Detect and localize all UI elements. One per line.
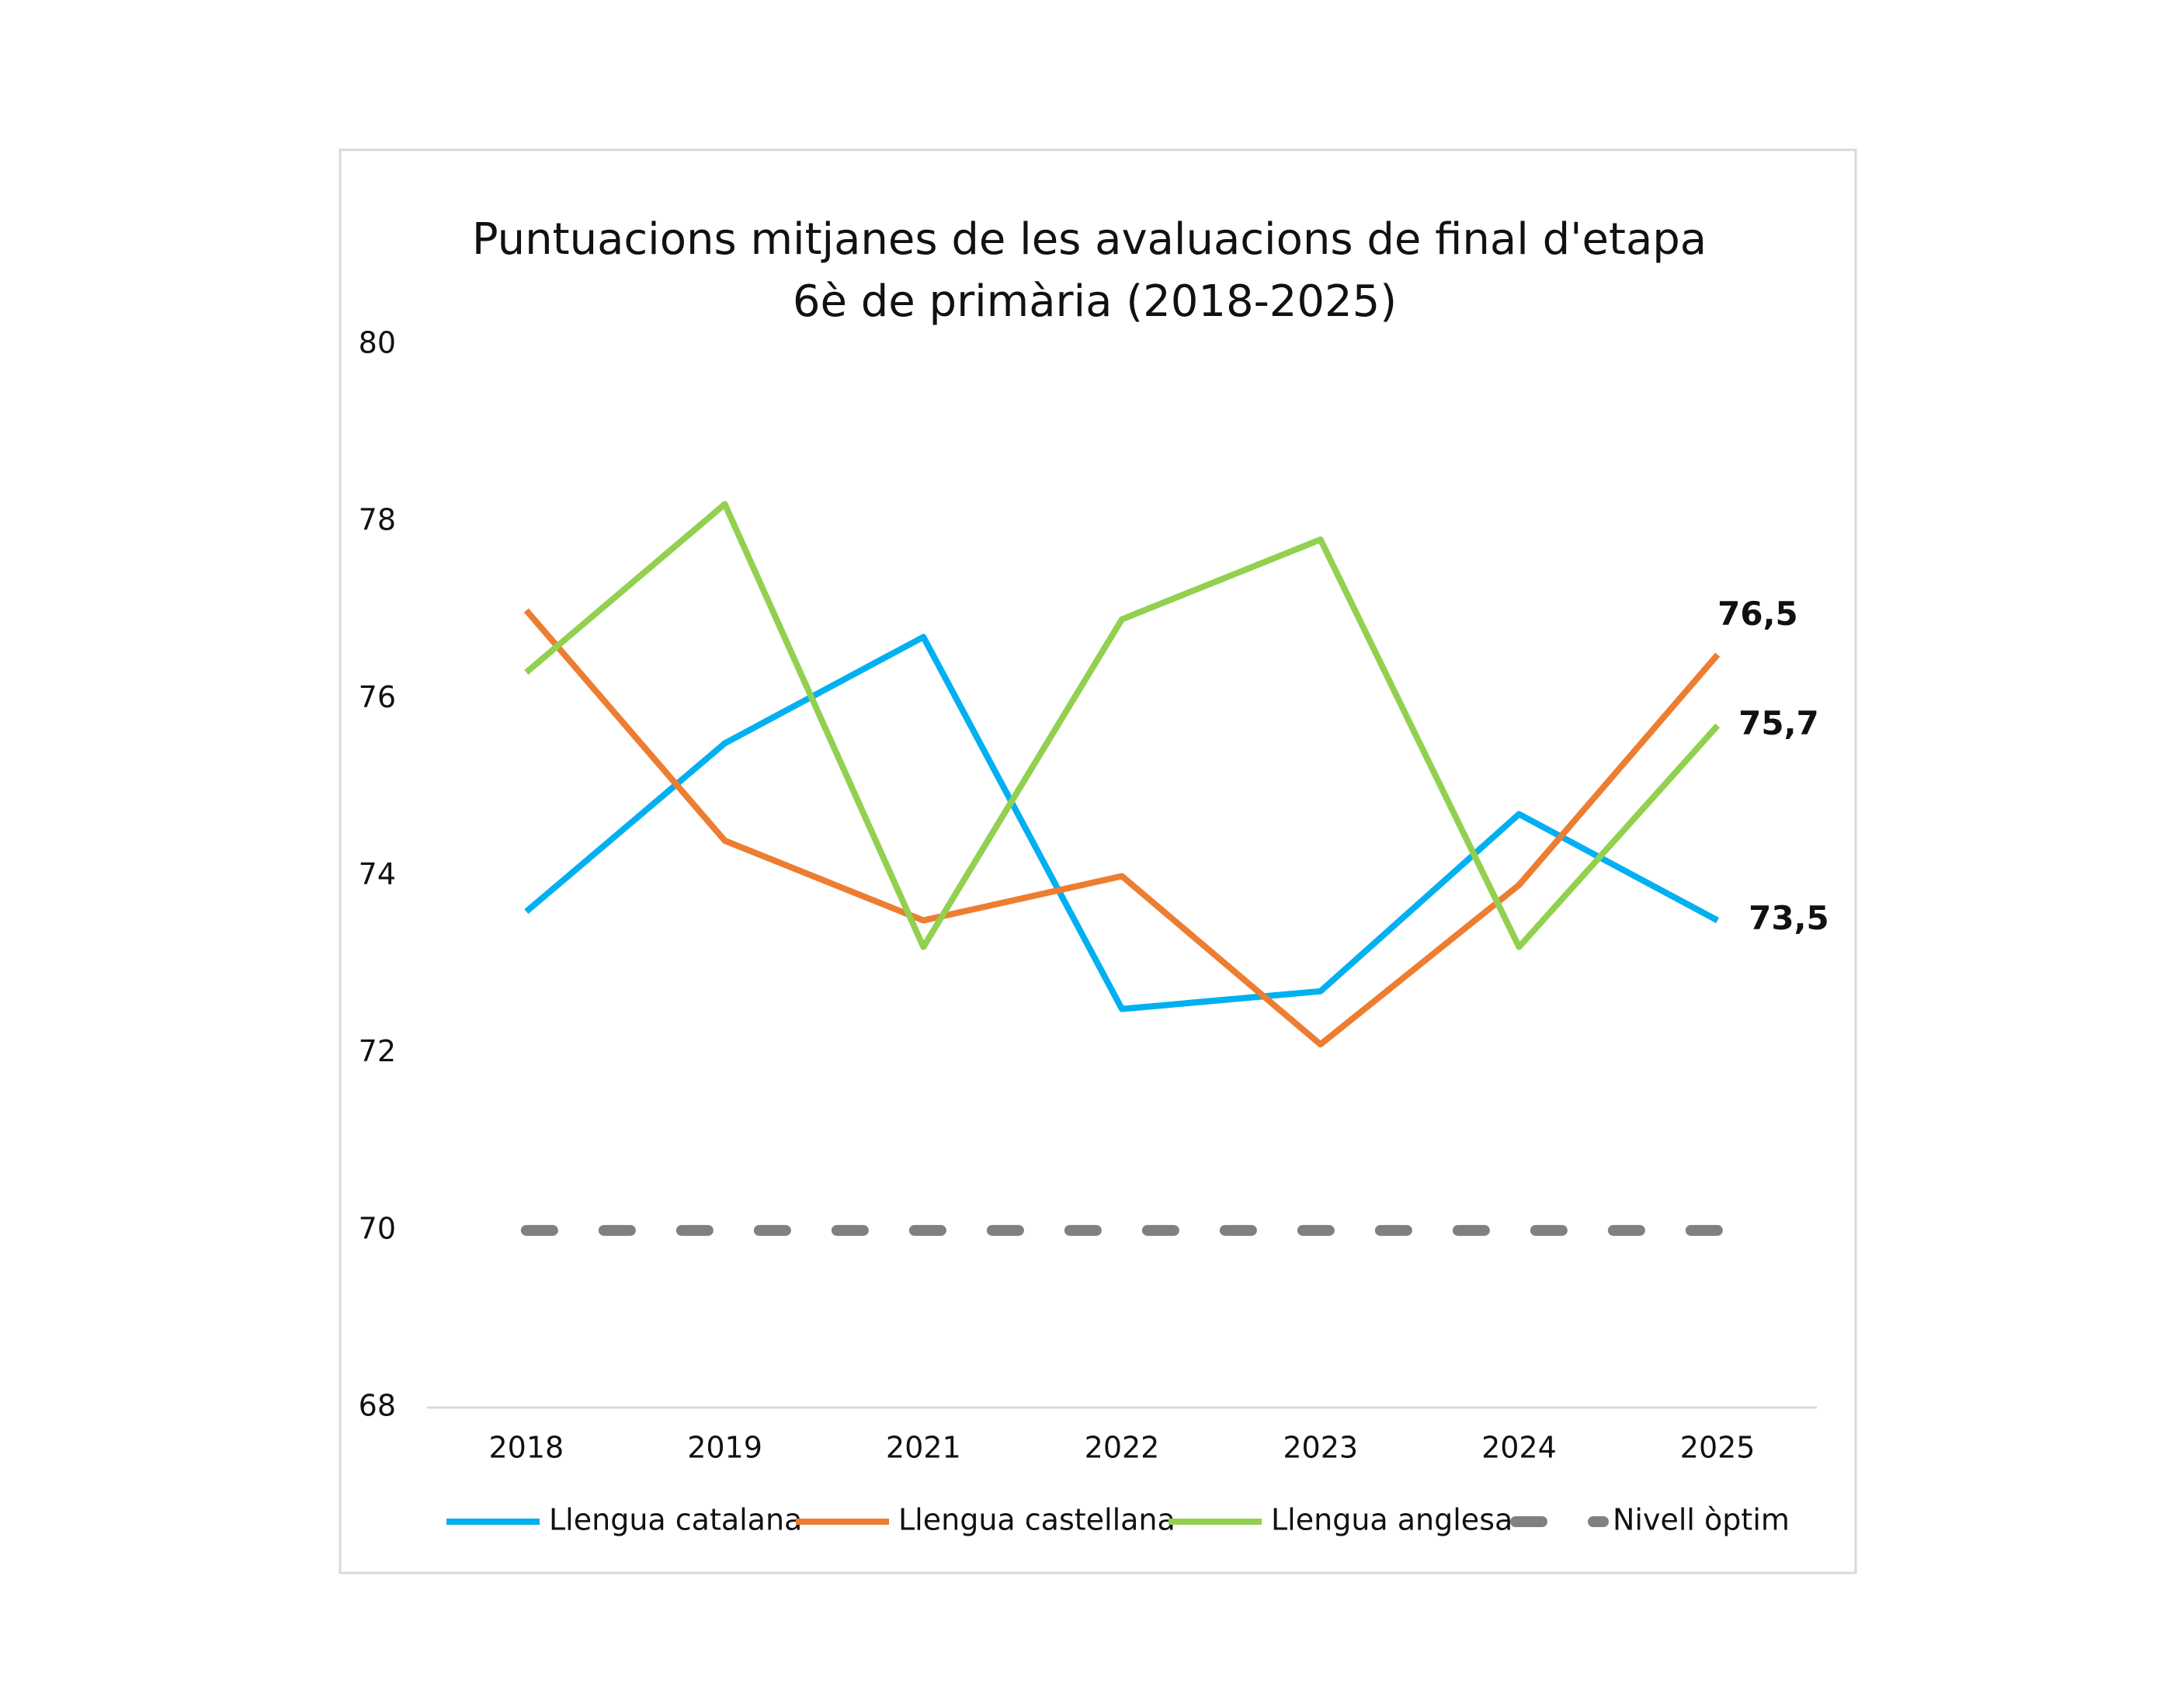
legend-label: Nivell òptim [1613, 1503, 1790, 1537]
y-tick-label: 68 [359, 1389, 396, 1423]
y-tick-label: 78 [359, 503, 396, 537]
x-tick-label: 2018 [488, 1431, 564, 1465]
data-label: 76,5 [1717, 595, 1798, 633]
x-tick-label: 2024 [1481, 1431, 1557, 1465]
series-line [524, 634, 1720, 1012]
data-label: 73,5 [1749, 899, 1829, 937]
x-tick-label: 2022 [1085, 1431, 1160, 1465]
x-tick-label: 2023 [1283, 1431, 1358, 1465]
chart-frame [339, 148, 1857, 1574]
y-tick-label: 72 [359, 1034, 396, 1068]
legend-label: Llengua catalana [549, 1503, 802, 1537]
x-tick-label: 2019 [687, 1431, 762, 1465]
y-tick-label: 74 [359, 857, 396, 891]
series-line [524, 501, 1721, 950]
chart-title: Puntuacions mitjanes de les avaluacions … [472, 214, 1707, 265]
x-tick-label: 2021 [886, 1431, 961, 1465]
y-tick-label: 70 [359, 1211, 396, 1245]
legend-label: Llengua anglesa [1271, 1503, 1512, 1537]
series-line [523, 608, 1721, 1048]
chart-subtitle: 6è de primària (2018-2025) [793, 276, 1397, 327]
legend-label: Llengua castellana [898, 1503, 1176, 1537]
x-tick-label: 2025 [1680, 1431, 1756, 1465]
y-tick-label: 80 [359, 326, 396, 360]
data-label: 75,7 [1738, 704, 1819, 742]
y-tick-label: 76 [359, 680, 396, 714]
